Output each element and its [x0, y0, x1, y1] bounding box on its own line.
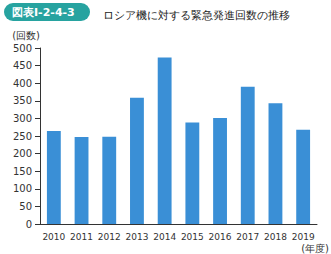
svg-text:2014: 2014 — [153, 232, 176, 242]
svg-text:350: 350 — [13, 95, 32, 106]
svg-text:2016: 2016 — [209, 232, 232, 242]
svg-text:2013: 2013 — [125, 232, 148, 242]
svg-text:2019: 2019 — [292, 232, 315, 242]
svg-text:300: 300 — [13, 113, 32, 124]
svg-text:2010: 2010 — [42, 232, 65, 242]
svg-text:400: 400 — [13, 78, 32, 89]
svg-text:図表Ⅰ-2-4-3: 図表Ⅰ-2-4-3 — [12, 6, 75, 19]
svg-text:(回数): (回数) — [12, 30, 40, 41]
svg-text:(年度): (年度) — [301, 243, 329, 254]
svg-text:2011: 2011 — [70, 232, 93, 242]
svg-text:150: 150 — [13, 166, 32, 177]
svg-text:2017: 2017 — [236, 232, 259, 242]
svg-text:200: 200 — [13, 148, 32, 159]
svg-text:0: 0 — [26, 219, 32, 230]
svg-text:2018: 2018 — [264, 232, 287, 242]
svg-text:250: 250 — [13, 131, 32, 142]
svg-text:500: 500 — [13, 43, 32, 54]
svg-text:50: 50 — [19, 201, 32, 212]
svg-text:2012: 2012 — [98, 232, 121, 242]
svg-text:2015: 2015 — [181, 232, 204, 242]
svg-text:450: 450 — [13, 60, 32, 71]
svg-text:ロシア機に対する緊急発進回数の推移: ロシア機に対する緊急発進回数の推移 — [103, 9, 290, 22]
svg-text:100: 100 — [13, 183, 32, 194]
